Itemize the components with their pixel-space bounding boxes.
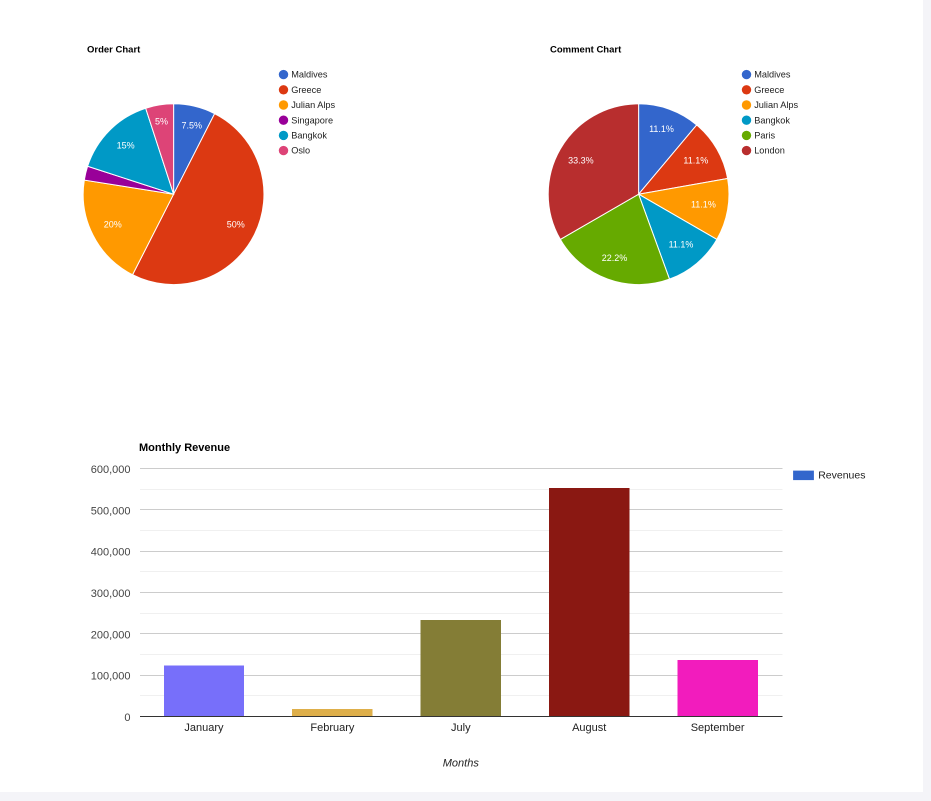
svg-text:London: London [754, 146, 785, 156]
svg-text:August: August [572, 722, 606, 734]
svg-text:Bangkok: Bangkok [291, 131, 327, 141]
svg-text:15%: 15% [117, 141, 135, 151]
svg-text:11.1%: 11.1% [669, 239, 694, 249]
svg-text:February: February [310, 722, 355, 734]
svg-text:33.3%: 33.3% [568, 156, 594, 166]
svg-text:January: January [184, 722, 224, 734]
svg-text:11.1%: 11.1% [649, 124, 674, 134]
svg-text:Maldives: Maldives [291, 70, 328, 80]
svg-text:Revenues: Revenues [818, 470, 865, 482]
svg-text:Singapore: Singapore [291, 115, 333, 125]
svg-text:Monthly Revenue: Monthly Revenue [139, 442, 230, 454]
svg-text:50%: 50% [227, 220, 245, 230]
svg-text:September: September [691, 722, 745, 734]
svg-text:300,000: 300,000 [91, 588, 131, 600]
svg-text:Greece: Greece [291, 85, 321, 95]
svg-text:100,000: 100,000 [91, 671, 131, 683]
svg-text:11.1%: 11.1% [683, 155, 708, 165]
svg-text:Julian Alps: Julian Alps [291, 100, 335, 110]
svg-text:0: 0 [124, 712, 130, 724]
svg-text:Months: Months [443, 757, 480, 769]
svg-text:Oslo: Oslo [291, 146, 310, 156]
svg-text:Julian Alps: Julian Alps [754, 100, 798, 110]
svg-text:Maldives: Maldives [754, 70, 791, 80]
svg-text:500,000: 500,000 [91, 506, 131, 518]
svg-text:11.1%: 11.1% [691, 199, 716, 209]
svg-text:600,000: 600,000 [91, 464, 131, 476]
svg-text:5%: 5% [155, 116, 168, 126]
svg-text:Greece: Greece [754, 85, 784, 95]
svg-text:Order Chart: Order Chart [87, 45, 141, 56]
svg-text:7.5%: 7.5% [182, 121, 203, 131]
svg-text:Paris: Paris [754, 131, 775, 141]
svg-text:200,000: 200,000 [91, 629, 131, 641]
svg-text:400,000: 400,000 [91, 547, 131, 559]
svg-text:Comment Chart: Comment Chart [550, 45, 622, 56]
svg-text:22.2%: 22.2% [602, 253, 628, 263]
svg-text:20%: 20% [104, 220, 122, 230]
svg-text:July: July [451, 722, 471, 734]
svg-text:Bangkok: Bangkok [754, 115, 790, 125]
